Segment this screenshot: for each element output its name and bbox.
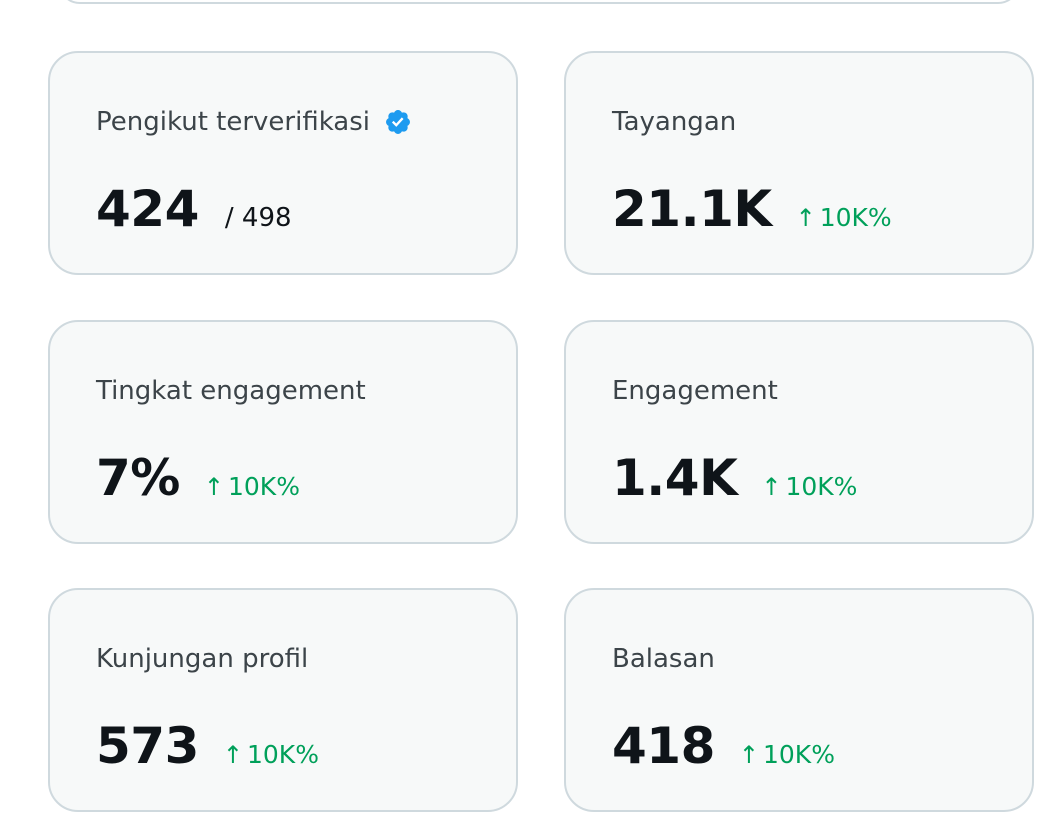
metric-title-text: Tingkat engagement xyxy=(96,376,366,406)
metric-value-row: 573 ↑ 10K% xyxy=(96,716,319,776)
metric-title: Kunjungan profil xyxy=(96,642,308,676)
metric-title: Engagement xyxy=(612,374,778,408)
metric-delta: ↑ 10K% xyxy=(204,472,300,501)
metric-value: 418 xyxy=(612,717,715,775)
metric-value-row: 21.1K ↑ 10K% xyxy=(612,179,892,239)
metric-delta-value: 10K% xyxy=(762,740,835,769)
metric-value: 424 xyxy=(96,180,199,238)
metric-value: 7% xyxy=(96,449,180,507)
metric-title-text: Pengikut terverifikasi xyxy=(96,107,371,137)
metric-delta-value: 10K% xyxy=(785,472,858,501)
metric-title: Balasan xyxy=(612,642,715,676)
arrow-up-icon: ↑ xyxy=(795,204,816,232)
previous-card-edge xyxy=(58,0,1020,4)
metric-card-replies[interactable]: Balasan 418 ↑ 10K% xyxy=(564,588,1034,812)
metric-title: Tayangan xyxy=(612,105,736,139)
arrow-up-icon: ↑ xyxy=(203,473,224,501)
metric-delta: ↑ 10K% xyxy=(223,740,319,769)
metric-delta-value: 10K% xyxy=(228,472,300,501)
metric-card-verified-followers[interactable]: Pengikut terverifikasi 424 / 498 xyxy=(48,51,518,275)
verified-badge-icon xyxy=(386,110,410,134)
metric-value-row: 424 / 498 xyxy=(96,179,292,239)
metric-value-row: 7% ↑ 10K% xyxy=(96,448,300,508)
metric-title-text: Kunjungan profil xyxy=(96,644,309,674)
metric-title: Pengikut terverifikasi xyxy=(96,105,412,139)
metric-value: 1.4K xyxy=(612,449,738,507)
metric-delta-value: 10K% xyxy=(819,203,892,232)
metric-value-row: 1.4K ↑ 10K% xyxy=(612,448,857,508)
arrow-up-icon: ↑ xyxy=(761,473,782,501)
metric-delta-value: 10K% xyxy=(246,740,319,769)
metric-delta: ↑ 10K% xyxy=(796,203,892,232)
metric-title-text: Balasan xyxy=(612,644,715,674)
metric-value: 21.1K xyxy=(612,180,772,238)
metric-card-engagements[interactable]: Engagement 1.4K ↑ 10K% xyxy=(564,320,1034,544)
metric-title-text: Tayangan xyxy=(612,107,737,137)
metric-card-engagement-rate[interactable]: Tingkat engagement 7% ↑ 10K% xyxy=(48,320,518,544)
metric-delta: ↑ 10K% xyxy=(761,472,857,501)
metric-title: Tingkat engagement xyxy=(96,374,366,408)
metric-value: 573 xyxy=(96,717,199,775)
metric-total: / 498 xyxy=(224,203,292,233)
metric-card-impressions[interactable]: Tayangan 21.1K ↑ 10K% xyxy=(564,51,1034,275)
metric-title-text: Engagement xyxy=(612,376,778,406)
metric-value-row: 418 ↑ 10K% xyxy=(612,716,835,776)
metric-delta: ↑ 10K% xyxy=(739,740,835,769)
arrow-up-icon: ↑ xyxy=(738,741,759,769)
metric-card-profile-visits[interactable]: Kunjungan profil 573 ↑ 10K% xyxy=(48,588,518,812)
arrow-up-icon: ↑ xyxy=(222,741,243,769)
